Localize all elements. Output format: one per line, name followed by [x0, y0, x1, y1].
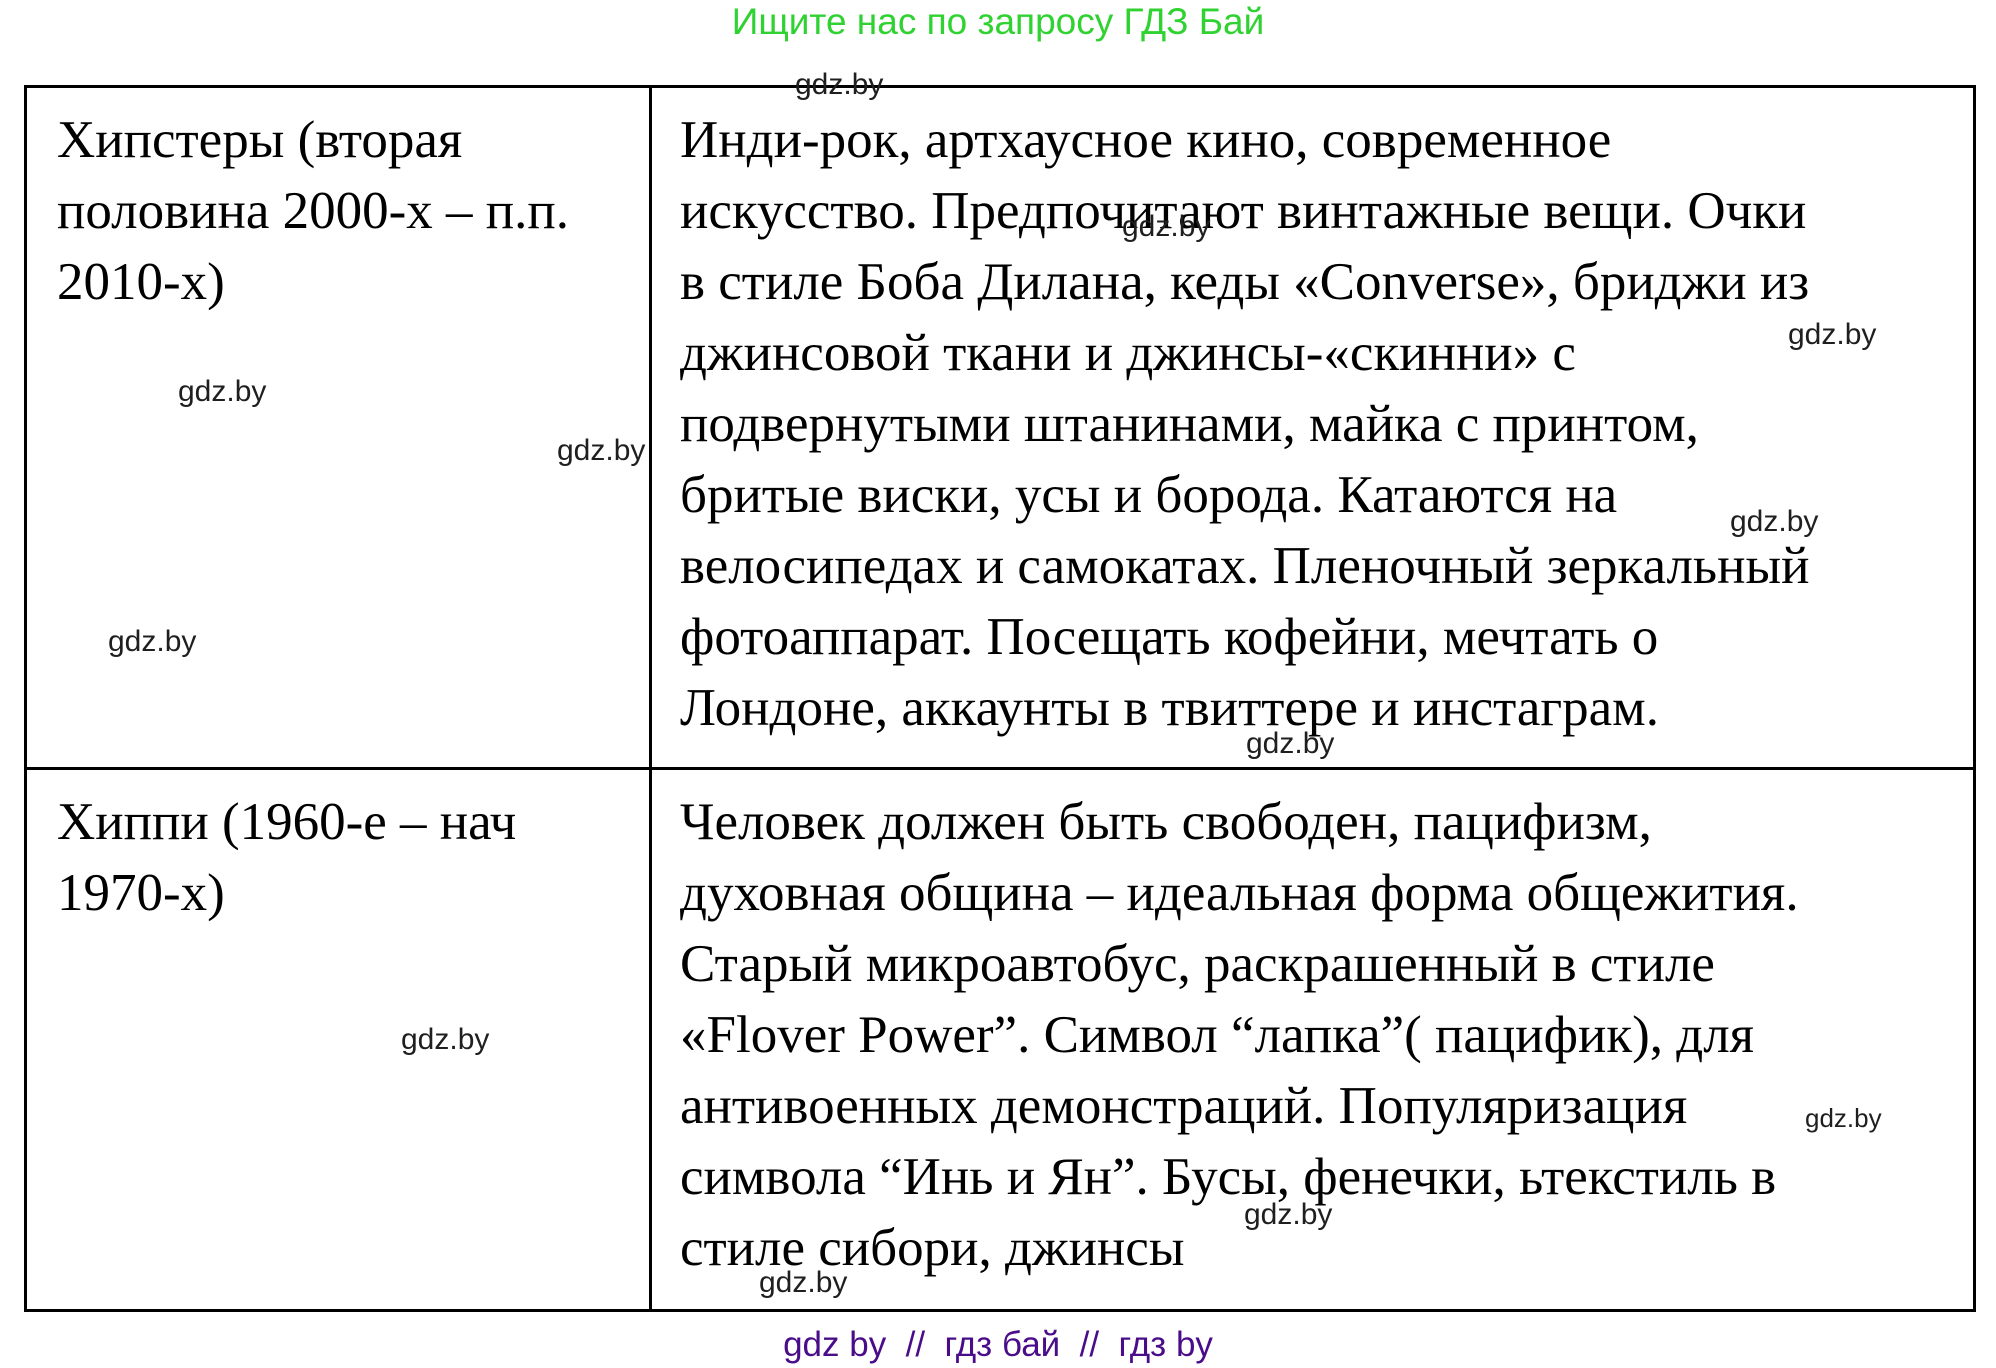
table-cell-description-hipsters: Инди-рок, артхаусное кино, современное и… [652, 88, 1973, 770]
footer-watermark: gdz by // гдз бай // гдз by [783, 1325, 1213, 1364]
table-cell-term-hippies: Хиппи (1960-е – нач 1970-х) [27, 770, 652, 1309]
table-cell-description-hippies: Человек должен быть свободен, пацифизм, … [680, 793, 1799, 1277]
table-cell-term-hipsters: Хипстеры (вторая половина 2000-х – п.п. … [27, 88, 652, 770]
subcultures-table: Хипстеры (вторая половина 2000-х – п.п. … [24, 85, 1976, 1312]
promo-banner: Ищите нас по запросу ГДЗ Бай [731, 1, 1265, 42]
